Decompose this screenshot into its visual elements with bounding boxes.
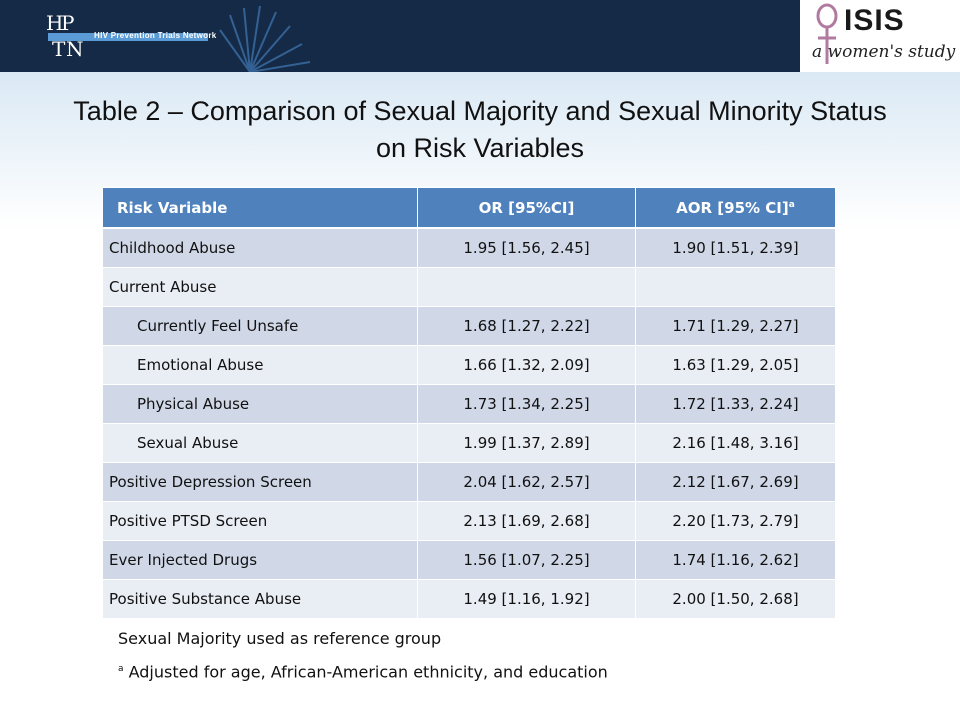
table-row: Physical Abuse 1.73 [1.34, 2.25] 1.72 [1… — [102, 384, 836, 424]
header-bar: H P T N HIV Prevention Trials Network — [0, 0, 800, 72]
header-aor-text: AOR [95% CI] — [676, 198, 789, 217]
row-or: 1.68 [1.27, 2.22] — [417, 306, 636, 346]
row-label: Sexual Abuse — [102, 423, 418, 463]
row-aor: 2.20 [1.73, 2.79] — [635, 501, 836, 541]
row-label: Positive Substance Abuse — [102, 579, 418, 619]
table-row: Positive Depression Screen 2.04 [1.62, 2… — [102, 462, 836, 502]
row-label: Currently Feel Unsafe — [102, 306, 418, 346]
row-or: 1.66 [1.32, 2.09] — [417, 345, 636, 385]
row-aor: 1.72 [1.33, 2.24] — [635, 384, 836, 424]
hptn-logo-bar — [48, 33, 208, 41]
footnote-marker: a — [118, 664, 124, 674]
svg-text:P: P — [61, 11, 74, 35]
header-or: OR [95%CI] — [417, 187, 636, 229]
table-row: Positive PTSD Screen 2.13 [1.69, 2.68] 2… — [102, 501, 836, 541]
table-row: Sexual Abuse 1.99 [1.37, 2.89] 2.16 [1.4… — [102, 423, 836, 463]
risk-table: Risk Variable OR [95%CI] AOR [95% CI]a C… — [102, 187, 836, 619]
row-label: Emotional Abuse — [102, 345, 418, 385]
row-label: Positive PTSD Screen — [102, 501, 418, 541]
header-aor: AOR [95% CI]a — [635, 187, 836, 229]
hptn-letters-icon: H P T N — [46, 11, 84, 61]
table-row: Emotional Abuse 1.66 [1.32, 2.09] 1.63 [… — [102, 345, 836, 385]
table-row: Ever Injected Drugs 1.56 [1.07, 2.25] 1.… — [102, 540, 836, 580]
slide-title: Table 2 – Comparison of Sexual Majority … — [73, 96, 887, 163]
footnote: a Adjusted for age, African-American eth… — [118, 654, 608, 687]
row-aor: 1.90 [1.51, 2.39] — [635, 227, 836, 268]
row-or: 1.95 [1.56, 2.45] — [417, 227, 636, 268]
table-row: Currently Feel Unsafe 1.68 [1.27, 2.22] … — [102, 306, 836, 346]
hptn-logo: H P T N — [46, 10, 102, 61]
table-row: Current Abuse — [102, 267, 836, 307]
row-aor: 1.71 [1.29, 2.27] — [635, 306, 836, 346]
venus-symbol-icon — [816, 3, 838, 64]
row-or: 1.56 [1.07, 2.25] — [417, 540, 636, 580]
row-aor: 1.74 [1.16, 2.62] — [635, 540, 836, 580]
row-label: Physical Abuse — [102, 384, 418, 424]
row-aor: 2.16 [1.48, 3.16] — [635, 423, 836, 463]
isis-logo-subtitle: a women's study — [812, 42, 956, 62]
footnote-text: Adjusted for age, African-American ethni… — [128, 662, 608, 682]
row-or — [417, 267, 636, 307]
row-aor: 1.63 [1.29, 2.05] — [635, 345, 836, 385]
svg-text:N: N — [66, 37, 84, 60]
row-or: 2.04 [1.62, 2.57] — [417, 462, 636, 502]
header-risk-variable: Risk Variable — [102, 187, 418, 229]
row-label: Ever Injected Drugs — [102, 540, 418, 580]
row-or: 1.73 [1.34, 2.25] — [417, 384, 636, 424]
header-aor-superscript: a — [788, 199, 795, 210]
hptn-logo-text: HIV Prevention Trials Network — [94, 31, 217, 40]
row-label: Positive Depression Screen — [102, 462, 418, 502]
table-header-row: Risk Variable OR [95%CI] AOR [95% CI]a — [102, 187, 836, 229]
table-notes: Sexual Majority used as reference group … — [118, 624, 608, 687]
table-row: Positive Substance Abuse 1.49 [1.16, 1.9… — [102, 579, 836, 619]
svg-text:H: H — [46, 11, 63, 35]
row-aor: 2.00 [1.50, 2.68] — [635, 579, 836, 619]
row-aor — [635, 267, 836, 307]
row-label: Childhood Abuse — [102, 227, 418, 268]
row-label: Current Abuse — [102, 267, 418, 307]
sunburst-icon — [219, 5, 311, 72]
reference-note: Sexual Majority used as reference group — [118, 629, 442, 648]
row-or: 1.49 [1.16, 1.92] — [417, 579, 636, 619]
table-row: Childhood Abuse 1.95 [1.56, 2.45] 1.90 [… — [102, 227, 836, 268]
svg-text:T: T — [52, 37, 66, 60]
isis-logo-title: ISIS — [844, 4, 905, 37]
row-or: 1.99 [1.37, 2.89] — [417, 423, 636, 463]
row-or: 2.13 [1.69, 2.68] — [417, 501, 636, 541]
row-aor: 2.12 [1.67, 2.69] — [635, 462, 836, 502]
